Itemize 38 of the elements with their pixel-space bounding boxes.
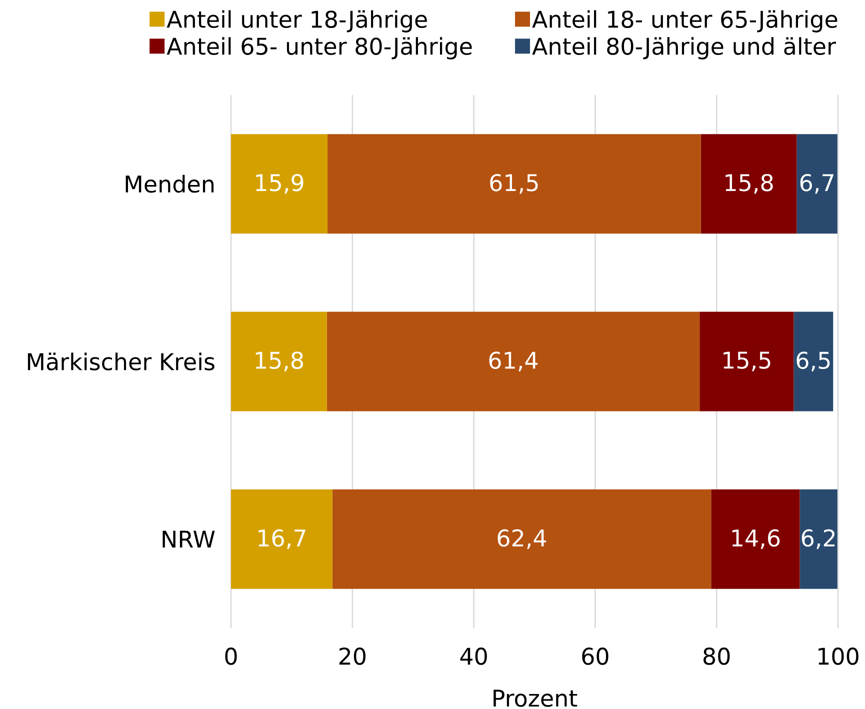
data-label: 6,7: [800, 174, 834, 194]
data-label: 61,4: [489, 352, 538, 372]
x-axis-title: Prozent: [494, 690, 578, 707]
x-tick-label: 80: [704, 648, 730, 665]
bar: [794, 312, 834, 412]
y-tick-label: Märkischer Kreis: [28, 352, 214, 370]
legend-label: Anteil 65- unter 80-Jährige: [166, 37, 472, 60]
data-label: 15,5: [724, 352, 770, 372]
bar: [231, 489, 332, 589]
x-tick-label: 0: [225, 648, 237, 665]
legend-label: Anteil 18- unter 65-Jährige: [532, 10, 838, 32]
bar: [800, 489, 838, 589]
x-tick-label: 40: [460, 648, 487, 665]
data-label: 14,6: [732, 529, 780, 550]
data-label: 16,7: [258, 529, 306, 550]
bar: [700, 312, 794, 412]
data-label: 15,9: [256, 174, 304, 194]
bar: [700, 134, 797, 234]
bar: [332, 489, 712, 589]
bar: [326, 312, 700, 412]
bar: [231, 312, 327, 412]
legend-label: Anteil unter 18-Jährige: [166, 10, 427, 32]
bar: [796, 134, 838, 234]
legend-label: Anteil 80-Jährige und älter: [532, 37, 836, 60]
y-tick-label: NRW: [162, 530, 215, 548]
x-tick-label: 100: [818, 648, 858, 665]
data-label: 15,8: [256, 352, 303, 372]
bar: [231, 134, 328, 234]
data-label: 6,2: [802, 529, 835, 550]
data-label: 61,5: [490, 174, 538, 194]
x-tick-label: 60: [582, 648, 608, 665]
data-label: 15,8: [726, 174, 773, 194]
y-tick-label: Menden: [126, 174, 214, 193]
data-label: 6,5: [796, 352, 830, 372]
data-label: 62,4: [498, 529, 546, 550]
bar: [711, 489, 800, 589]
bar: [328, 134, 701, 234]
x-tick-label: 20: [339, 648, 366, 665]
